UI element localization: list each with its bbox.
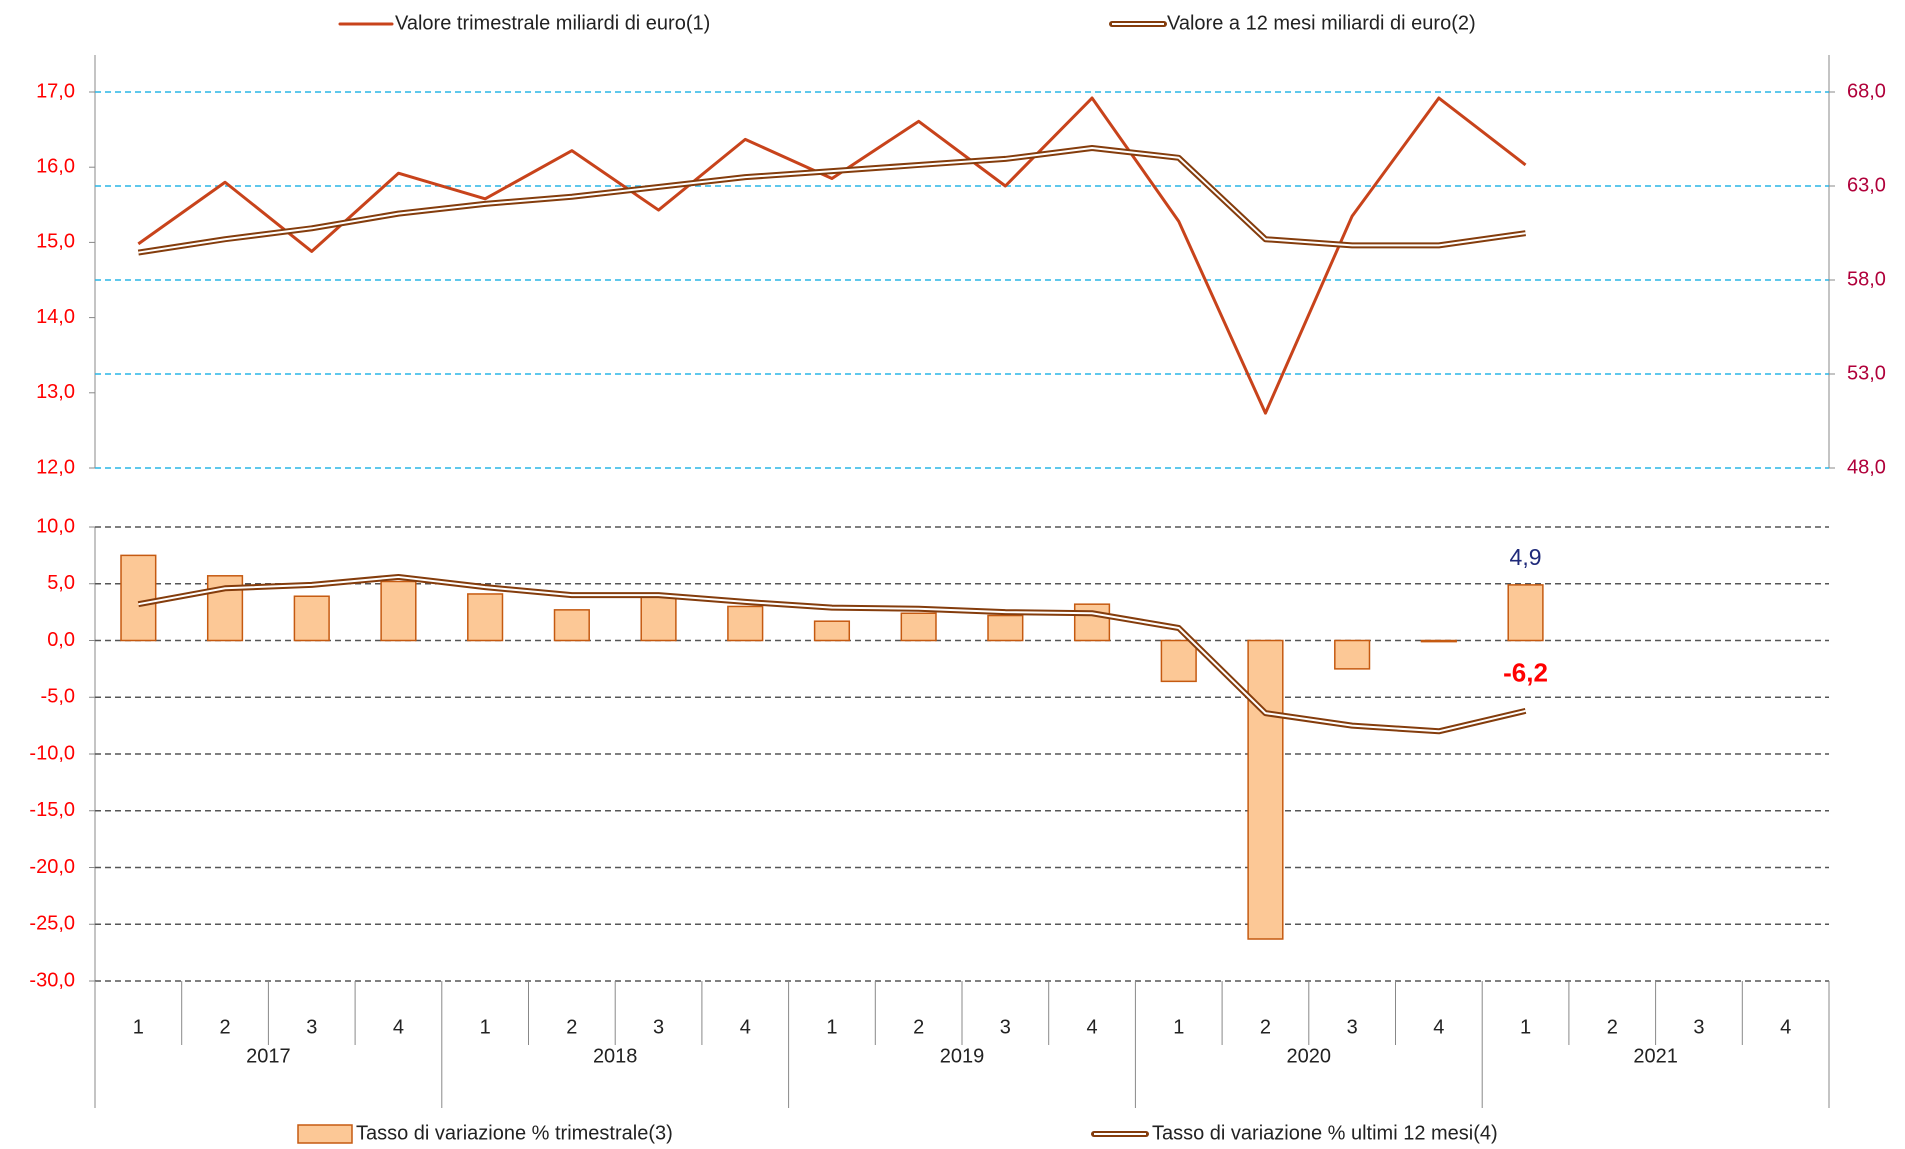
x-tick-label: 4	[1780, 1016, 1791, 1038]
y-tick-label: 12,0	[36, 456, 75, 478]
series-line	[137, 573, 1527, 735]
y-tick-label: 16,0	[36, 155, 75, 177]
y2-tick-label: 68,0	[1847, 80, 1886, 102]
x-tick-label: 2	[566, 1016, 577, 1038]
x-tick-label: 1	[480, 1016, 491, 1038]
x-group-label: 2021	[1633, 1045, 1678, 1067]
y2-tick-label: 53,0	[1847, 362, 1886, 384]
bar	[640, 595, 677, 642]
x-tick-label: 2	[913, 1016, 924, 1038]
bar	[987, 614, 1024, 642]
x-tick-label: 3	[1693, 1016, 1704, 1038]
series-line	[137, 96, 1527, 415]
x-group-label: 2019	[940, 1045, 985, 1067]
x-tick-label: 3	[1000, 1016, 1011, 1038]
x-group-label: 2020	[1287, 1045, 1332, 1067]
x-tick-label: 3	[1347, 1016, 1358, 1038]
x-tick-label: 3	[653, 1016, 664, 1038]
y2-tick-label: 58,0	[1847, 268, 1886, 290]
y-tick-label: -20,0	[29, 856, 75, 878]
x-tick-label: 4	[1433, 1016, 1444, 1038]
x-tick-label: 1	[826, 1016, 837, 1038]
bar	[1507, 584, 1544, 642]
legend-swatch	[297, 1124, 353, 1144]
y-tick-label: 15,0	[36, 231, 75, 253]
y-tick-label: -10,0	[29, 742, 75, 764]
bar	[467, 593, 504, 642]
y-tick-label: 14,0	[36, 306, 75, 328]
x-tick-label: 4	[740, 1016, 751, 1038]
y-tick-label: 13,0	[36, 381, 75, 403]
bar	[553, 609, 590, 642]
data-label: -6,2	[1503, 658, 1548, 688]
series-line-inner	[138, 575, 1526, 733]
bar	[120, 554, 157, 642]
bar	[1420, 639, 1457, 643]
y-tick-label: 5,0	[47, 572, 75, 594]
x-tick-label: 2	[1607, 1016, 1618, 1038]
y-tick-label: 10,0	[36, 515, 75, 537]
x-tick-label: 2	[1260, 1016, 1271, 1038]
bar	[727, 605, 764, 642]
bar	[1160, 639, 1197, 683]
bar	[900, 612, 937, 642]
y-tick-label: 17,0	[36, 80, 75, 102]
x-tick-label: 1	[133, 1016, 144, 1038]
x-group-label: 2018	[593, 1045, 638, 1067]
y-tick-label: -5,0	[41, 686, 75, 708]
x-tick-label: 4	[393, 1016, 404, 1038]
y2-tick-label: 63,0	[1847, 174, 1886, 196]
series-line-inner	[138, 147, 1526, 254]
x-group-label: 2017	[246, 1045, 291, 1067]
bar	[813, 620, 851, 642]
y-tick-label: -25,0	[29, 913, 75, 935]
x-tick-label: 2	[219, 1016, 230, 1038]
data-label: 4,9	[1510, 544, 1542, 570]
series-line	[137, 145, 1526, 256]
bar	[1073, 603, 1111, 642]
legend-label: Tasso di variazione % ultimi 12 mesi(4)	[1152, 1122, 1498, 1144]
bar	[293, 595, 330, 642]
y-tick-label: -15,0	[29, 799, 75, 821]
y-tick-label: -30,0	[29, 969, 75, 991]
x-tick-label: 4	[1086, 1016, 1097, 1038]
x-tick-label: 3	[306, 1016, 317, 1038]
y-tick-label: 0,0	[47, 629, 75, 651]
bar	[380, 580, 417, 642]
x-tick-label: 1	[1520, 1016, 1531, 1038]
x-tick-label: 1	[1173, 1016, 1184, 1038]
bar	[1334, 639, 1371, 670]
legend-label: Valore a 12 mesi miliardi di euro(2)	[1167, 12, 1476, 34]
bar	[1247, 639, 1284, 940]
legend-label: Tasso di variazione % trimestrale(3)	[356, 1122, 673, 1144]
y2-tick-label: 48,0	[1847, 456, 1886, 478]
legend-label: Valore trimestrale miliardi di euro(1)	[395, 12, 710, 34]
